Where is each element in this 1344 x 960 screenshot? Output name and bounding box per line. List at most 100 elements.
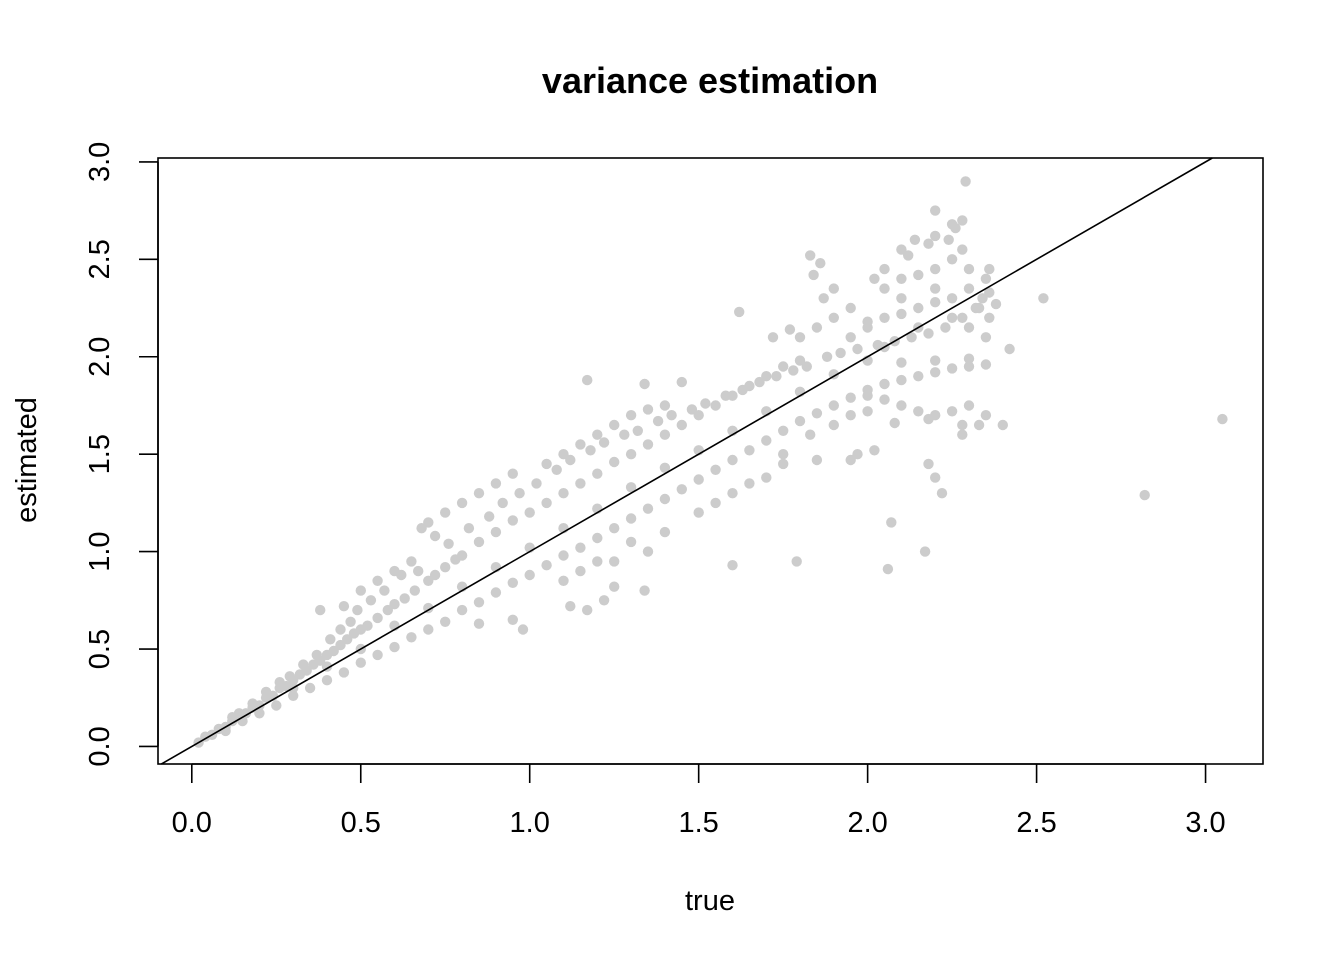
plot-box <box>157 157 1264 765</box>
scatter-point <box>666 410 677 421</box>
scatter-point <box>794 332 806 343</box>
scatter-point <box>889 417 900 429</box>
scatter-point <box>362 620 373 631</box>
scatter-point <box>879 312 890 323</box>
scatter-point <box>575 542 586 553</box>
scatter-point <box>828 312 839 323</box>
scatter-point <box>625 449 637 460</box>
scatter-point <box>338 667 350 678</box>
scatter-point <box>957 312 968 323</box>
scatter-point <box>338 601 350 612</box>
scatter-point <box>558 575 569 586</box>
scatter-point <box>872 339 883 351</box>
scatter-point <box>396 569 407 581</box>
scatter-point <box>761 435 772 446</box>
scatter-point <box>828 283 839 294</box>
scatter-point <box>429 530 441 542</box>
scatter-point <box>575 439 586 450</box>
scatter-point <box>609 456 620 468</box>
scatter-point <box>1139 489 1150 501</box>
y-tick-label: 1.0 <box>84 531 116 571</box>
scatter-point <box>886 517 897 528</box>
scatter-point <box>507 614 518 625</box>
scatter-point <box>365 595 377 606</box>
scatter-point <box>382 604 393 616</box>
scatter-point <box>957 244 968 255</box>
scatter-point <box>335 624 346 635</box>
scatter-point <box>625 513 637 524</box>
scatter-point <box>642 503 654 514</box>
scatter-point <box>619 429 630 440</box>
scatter-point <box>778 458 789 470</box>
scatter-point <box>490 587 502 598</box>
scatter-point <box>794 355 806 366</box>
scatter-point <box>845 302 856 314</box>
scatter-point <box>879 394 890 405</box>
scatter-point <box>913 406 924 417</box>
scatter-point <box>828 400 839 411</box>
x-tick-label: 2.5 <box>1016 807 1056 839</box>
scatter-point <box>845 454 856 466</box>
scatter-point <box>930 367 941 378</box>
scatter-point <box>845 332 856 343</box>
scatter-point <box>524 569 535 581</box>
scatter-point <box>973 302 985 314</box>
scatter-point <box>980 332 992 343</box>
scatter-point <box>254 708 265 719</box>
scatter-point <box>676 484 687 495</box>
scatter-point <box>247 698 258 709</box>
scatter-point <box>957 429 968 440</box>
scatter-point <box>558 449 569 460</box>
x-tick-label: 0.5 <box>341 807 381 839</box>
scatter-point <box>304 682 316 694</box>
x-tick-label: 0.0 <box>172 807 212 839</box>
scatter-point <box>389 599 400 610</box>
scatter-point <box>778 449 789 460</box>
scatter-point <box>761 472 772 483</box>
scatter-point <box>325 634 336 645</box>
x-axis-label: true <box>685 885 735 917</box>
scatter-point <box>946 293 958 304</box>
scatter-point <box>558 550 569 561</box>
scatter-point <box>896 273 907 284</box>
scatter-point <box>352 604 363 616</box>
scatter-point <box>592 532 603 544</box>
scatter-point <box>896 308 907 320</box>
scatter-point <box>805 429 816 440</box>
scatter-point <box>946 219 958 230</box>
scatter-point <box>676 376 687 388</box>
scatter-point <box>429 569 441 581</box>
scatter-point <box>659 429 671 440</box>
scatter-point <box>659 493 671 505</box>
scatter-point <box>409 585 420 596</box>
scatter-point <box>960 176 971 187</box>
scatter-point <box>980 410 992 421</box>
scatter-point <box>930 355 941 366</box>
scatter-point <box>946 254 958 265</box>
scatter-point <box>1038 293 1049 304</box>
scatter-point <box>957 419 968 431</box>
scatter-point <box>592 429 603 440</box>
scatter-point <box>727 488 738 499</box>
scatter-point <box>423 575 434 586</box>
scatter-point <box>980 359 992 370</box>
scatter-point <box>541 560 552 571</box>
scatter-point <box>507 468 518 479</box>
scatter-point <box>963 400 975 411</box>
scatter-point <box>923 238 934 249</box>
scatter-point <box>963 263 975 275</box>
scatter-point <box>639 378 650 390</box>
scatter-point <box>919 546 931 557</box>
scatter-point <box>565 454 576 466</box>
scatter-point <box>852 449 863 460</box>
scatter-point <box>930 472 941 483</box>
scatter-point <box>788 365 799 376</box>
x-tick-label: 2.0 <box>847 807 887 839</box>
scatter-point <box>784 324 796 335</box>
scatter-point <box>399 593 410 604</box>
scatter-point <box>693 410 704 421</box>
x-tick-label: 1.0 <box>510 807 550 839</box>
scatter-point <box>473 488 485 499</box>
scatter-point <box>497 497 508 509</box>
scatter-point <box>845 392 856 403</box>
